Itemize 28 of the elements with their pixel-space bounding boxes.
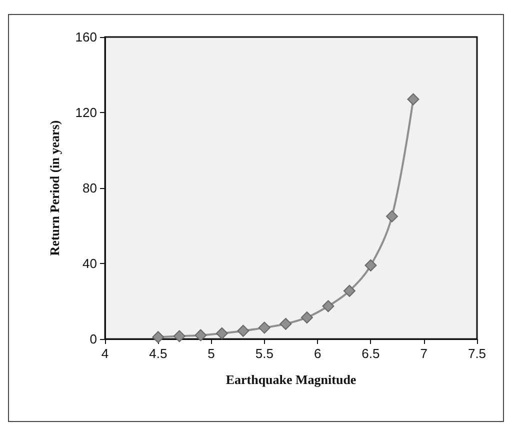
y-tick-label: 80 bbox=[82, 180, 97, 196]
x-axis-title: Earthquake Magnitude bbox=[226, 372, 356, 387]
point bbox=[364, 259, 377, 272]
point bbox=[194, 329, 207, 342]
x-tick-label: 5 bbox=[208, 346, 215, 361]
y-tick-label: 160 bbox=[75, 30, 97, 44]
x-tick-label: 4 bbox=[101, 346, 109, 361]
point bbox=[300, 311, 313, 324]
y-tick-label: 120 bbox=[75, 105, 97, 120]
point bbox=[173, 330, 186, 342]
point bbox=[237, 324, 250, 337]
point bbox=[280, 318, 292, 330]
point bbox=[216, 327, 228, 340]
point bbox=[322, 300, 334, 312]
point bbox=[386, 210, 398, 222]
point bbox=[407, 93, 420, 106]
point bbox=[152, 331, 164, 344]
x-tick-label: 6.5 bbox=[362, 346, 380, 361]
x-tick-label: 6 bbox=[314, 346, 322, 361]
point bbox=[343, 284, 356, 297]
x-tick-label: 4.5 bbox=[149, 346, 168, 361]
y-axis-title: Return Period (in years) bbox=[47, 120, 62, 256]
x-tick-label: 5.5 bbox=[255, 346, 274, 361]
x-tick-label: 7.5 bbox=[468, 346, 486, 361]
y-tick-label: 40 bbox=[82, 256, 97, 271]
x-tick-label: 7 bbox=[420, 346, 428, 361]
y-tick-label: 0 bbox=[90, 332, 97, 346]
point bbox=[258, 322, 270, 334]
